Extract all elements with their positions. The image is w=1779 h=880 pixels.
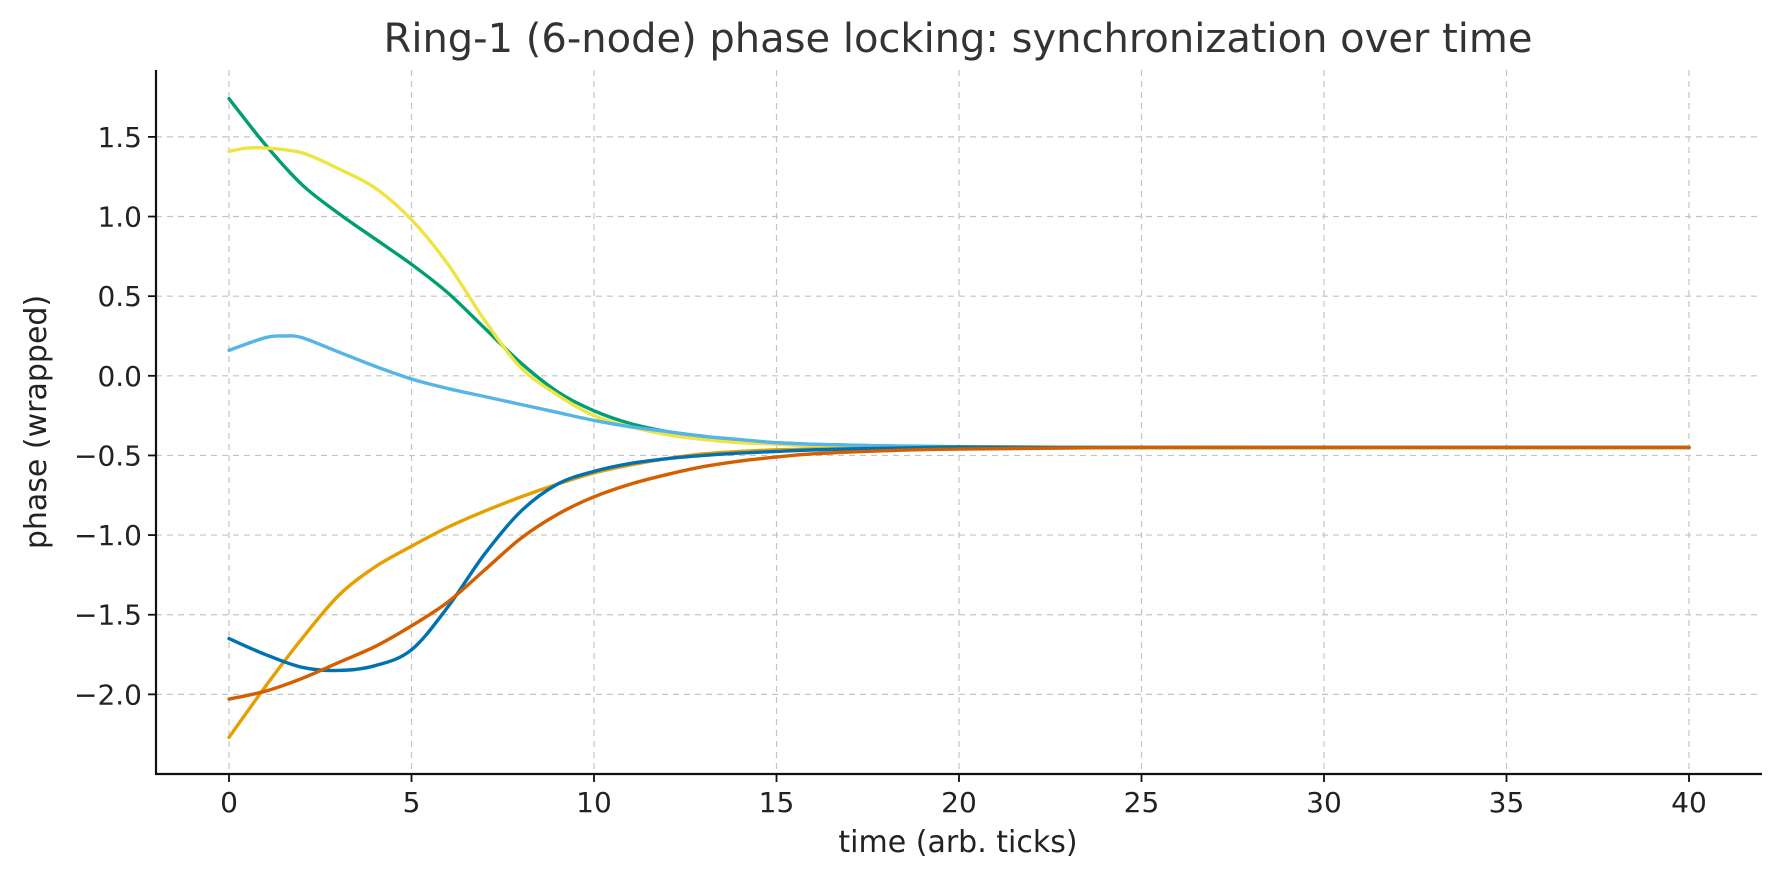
y-tick-label: −0.5 xyxy=(74,439,142,472)
x-tick-label: 20 xyxy=(941,786,977,819)
x-tick-label: 5 xyxy=(403,786,421,819)
y-tick-label: 1.5 xyxy=(97,121,142,154)
y-tick-label: −2.0 xyxy=(74,678,142,711)
series-line-6 xyxy=(227,445,1691,701)
x-tick-label: 10 xyxy=(576,786,612,819)
x-tick-label: 35 xyxy=(1489,786,1525,819)
x-tick-label: 25 xyxy=(1124,786,1160,819)
y-tick-label: 1.0 xyxy=(97,201,142,234)
y-ticks: 1.5 1.0 0.5 0.0 −0.5 −1.0 −1.5 −2.0 xyxy=(74,121,156,711)
x-tick-label: 15 xyxy=(759,786,795,819)
x-tick-label: 0 xyxy=(220,786,238,819)
x-axis-label: time (arb. ticks) xyxy=(838,825,1077,860)
series-lines xyxy=(227,96,1691,740)
y-tick-label: −1.5 xyxy=(74,599,142,632)
y-axis-label: phase (wrapped) xyxy=(19,295,54,549)
grid xyxy=(156,70,1762,774)
y-tick-label: 0.0 xyxy=(97,360,142,393)
y-tick-label: −1.0 xyxy=(74,519,142,552)
x-tick-label: 40 xyxy=(1671,786,1707,819)
chart-title: Ring-1 (6-node) phase locking: synchroni… xyxy=(384,16,1533,62)
y-tick-label: 0.5 xyxy=(97,280,142,313)
x-ticks: 0 5 10 15 20 25 30 35 40 xyxy=(220,774,1707,819)
x-tick-label: 30 xyxy=(1306,786,1342,819)
